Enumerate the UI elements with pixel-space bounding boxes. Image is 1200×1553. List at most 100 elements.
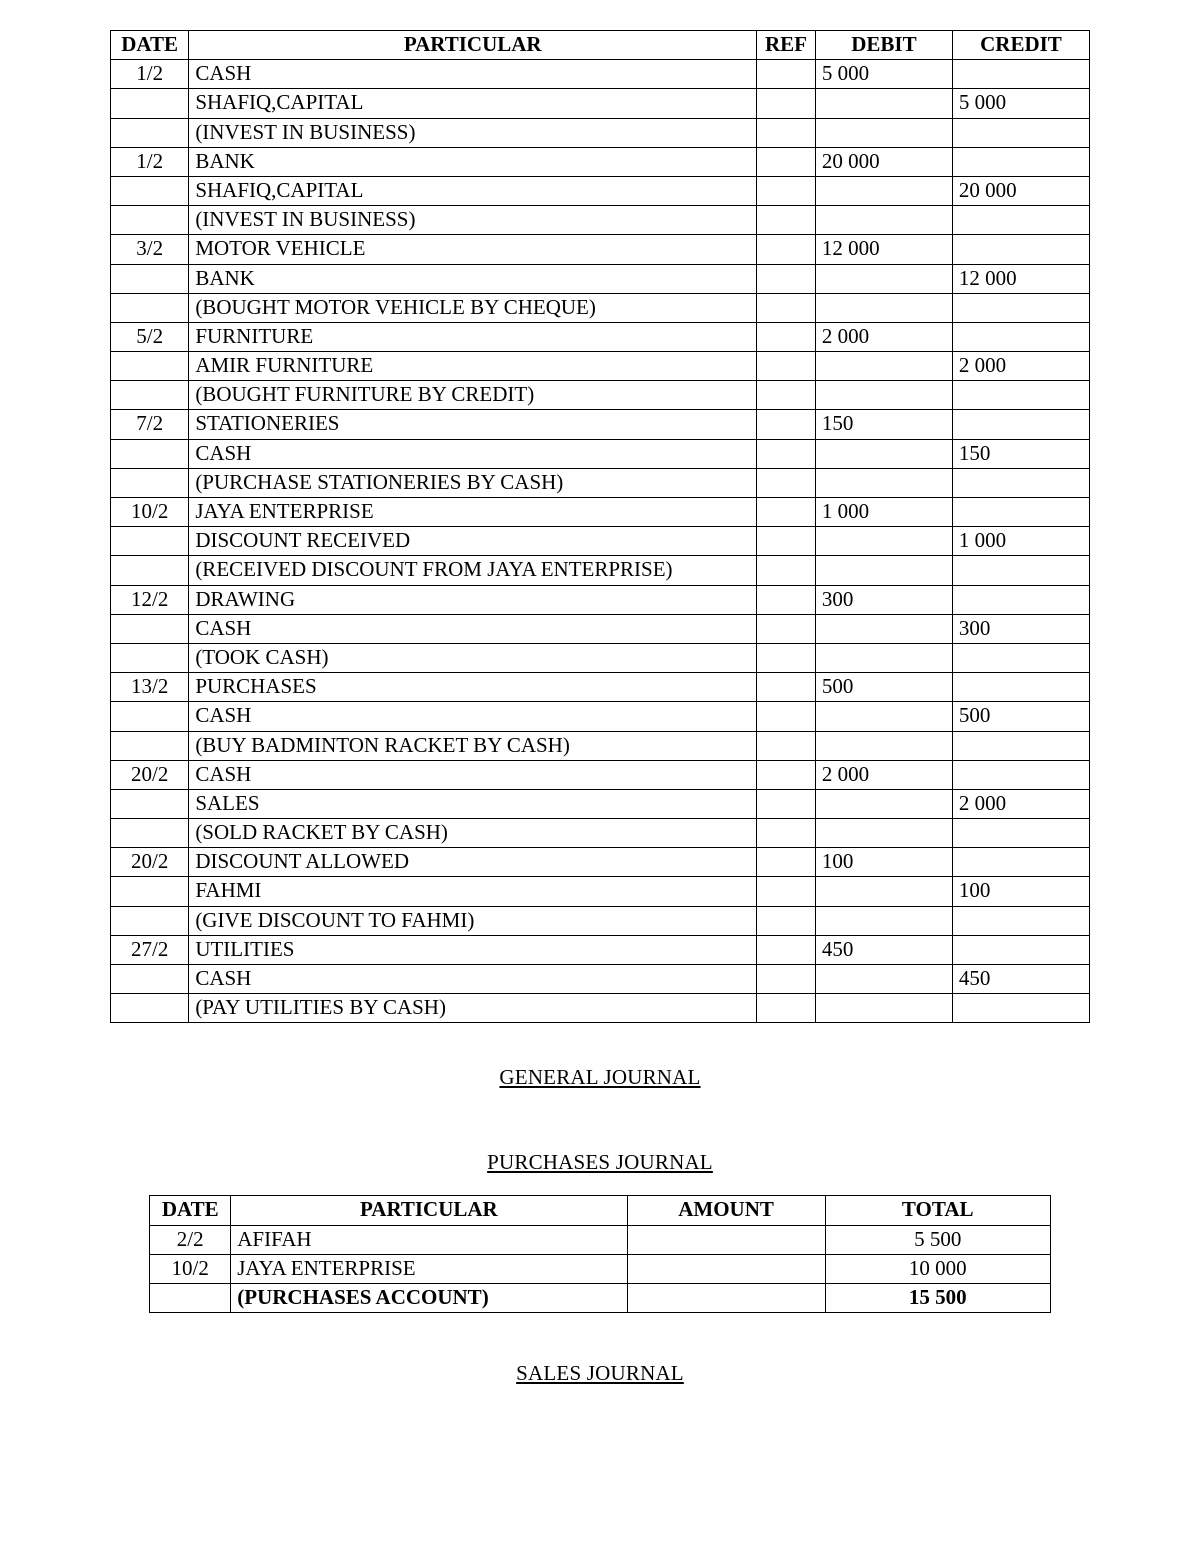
cell-date — [111, 994, 189, 1023]
cell-particular: CASH — [189, 965, 757, 994]
table-row: 12/2DRAWING300 — [111, 585, 1090, 614]
table-row: (SOLD RACKET BY CASH) — [111, 819, 1090, 848]
cell-ref — [757, 673, 816, 702]
cell-ref — [757, 702, 816, 731]
cell-date — [111, 352, 189, 381]
cell-ref — [757, 906, 816, 935]
cell-credit — [952, 118, 1089, 147]
col-header-debit: DEBIT — [815, 31, 952, 60]
cell-debit — [815, 614, 952, 643]
cell-particular: (INVEST IN BUSINESS) — [189, 118, 757, 147]
cell-credit: 500 — [952, 702, 1089, 731]
cell-amount — [627, 1254, 825, 1283]
cell-ref — [757, 439, 816, 468]
cell-credit — [952, 819, 1089, 848]
table-row: CASH300 — [111, 614, 1090, 643]
cell-date: 20/2 — [111, 848, 189, 877]
cell-particular: SALES — [189, 789, 757, 818]
cell-credit: 12 000 — [952, 264, 1089, 293]
table-row: CASH150 — [111, 439, 1090, 468]
cell-date: 1/2 — [111, 147, 189, 176]
cell-ref — [757, 527, 816, 556]
cell-credit — [952, 410, 1089, 439]
cell-particular: PURCHASES — [189, 673, 757, 702]
cell-date — [111, 118, 189, 147]
table-row: 2/2AFIFAH5 500 — [150, 1225, 1051, 1254]
table-row: 5/2FURNITURE2 000 — [111, 322, 1090, 351]
cell-ref — [757, 147, 816, 176]
cell-ref — [757, 352, 816, 381]
cell-ref — [757, 643, 816, 672]
cell-ref — [757, 498, 816, 527]
table-row: 10/2JAYA ENTERPRISE10 000 — [150, 1254, 1051, 1283]
table-row: AMIR FURNITURE2 000 — [111, 352, 1090, 381]
table-row: CASH500 — [111, 702, 1090, 731]
cell-credit — [952, 235, 1089, 264]
cell-debit — [815, 906, 952, 935]
cell-date: 20/2 — [111, 760, 189, 789]
cell-credit: 5 000 — [952, 89, 1089, 118]
col-header-particular: PARTICULAR — [231, 1196, 627, 1225]
table-row: SALES2 000 — [111, 789, 1090, 818]
cell-particular: CASH — [189, 760, 757, 789]
cell-particular: (SOLD RACKET BY CASH) — [189, 819, 757, 848]
cell-ref — [757, 877, 816, 906]
cell-date: 10/2 — [111, 498, 189, 527]
cell-debit — [815, 527, 952, 556]
cell-ref — [757, 410, 816, 439]
table-row: (TOOK CASH) — [111, 643, 1090, 672]
table-header-row: DATE PARTICULAR REF DEBIT CREDIT — [111, 31, 1090, 60]
cell-particular: MOTOR VEHICLE — [189, 235, 757, 264]
cell-ref — [757, 614, 816, 643]
cell-date — [111, 556, 189, 585]
cell-ref — [757, 118, 816, 147]
table-row: (RECEIVED DISCOUNT FROM JAYA ENTERPRISE) — [111, 556, 1090, 585]
cell-credit: 20 000 — [952, 176, 1089, 205]
cell-credit — [952, 468, 1089, 497]
cell-particular: AFIFAH — [231, 1225, 627, 1254]
cell-debit — [815, 206, 952, 235]
cell-credit — [952, 322, 1089, 351]
cell-debit: 2 000 — [815, 760, 952, 789]
cell-debit: 500 — [815, 673, 952, 702]
table-row: SHAFIQ,CAPITAL20 000 — [111, 176, 1090, 205]
cell-credit — [952, 381, 1089, 410]
table-row: 3/2MOTOR VEHICLE12 000 — [111, 235, 1090, 264]
cell-particular: CASH — [189, 439, 757, 468]
cell-ref — [757, 731, 816, 760]
cell-ref — [757, 585, 816, 614]
cell-date: 5/2 — [111, 322, 189, 351]
table-row: 10/2JAYA ENTERPRISE1 000 — [111, 498, 1090, 527]
cell-particular: (TOOK CASH) — [189, 643, 757, 672]
cell-amount — [627, 1283, 825, 1312]
table-row: SHAFIQ,CAPITAL 5 000 — [111, 89, 1090, 118]
table-row: (BOUGHT FURNITURE BY CREDIT) — [111, 381, 1090, 410]
cell-date: 13/2 — [111, 673, 189, 702]
cell-credit — [952, 206, 1089, 235]
cell-ref — [757, 264, 816, 293]
cell-particular: DRAWING — [189, 585, 757, 614]
cell-credit: 450 — [952, 965, 1089, 994]
cell-total: 15 500 — [825, 1283, 1050, 1312]
cell-credit: 2 000 — [952, 352, 1089, 381]
cell-date: 3/2 — [111, 235, 189, 264]
heading-general-journal: GENERAL JOURNAL — [110, 1065, 1090, 1090]
table-row: CASH 450 — [111, 965, 1090, 994]
cell-ref — [757, 322, 816, 351]
cell-particular: DISCOUNT ALLOWED — [189, 848, 757, 877]
heading-sales-journal: SALES JOURNAL — [110, 1361, 1090, 1386]
cell-particular: FURNITURE — [189, 322, 757, 351]
col-header-particular: PARTICULAR — [189, 31, 757, 60]
cell-debit — [815, 264, 952, 293]
cell-particular: SHAFIQ,CAPITAL — [189, 89, 757, 118]
cell-date: 2/2 — [150, 1225, 231, 1254]
cell-ref — [757, 965, 816, 994]
cell-debit: 150 — [815, 410, 952, 439]
cell-ref — [757, 819, 816, 848]
cell-date — [150, 1283, 231, 1312]
cell-particular: JAYA ENTERPRISE — [189, 498, 757, 527]
col-header-credit: CREDIT — [952, 31, 1089, 60]
cell-credit — [952, 643, 1089, 672]
cell-ref — [757, 789, 816, 818]
cell-ref — [757, 60, 816, 89]
